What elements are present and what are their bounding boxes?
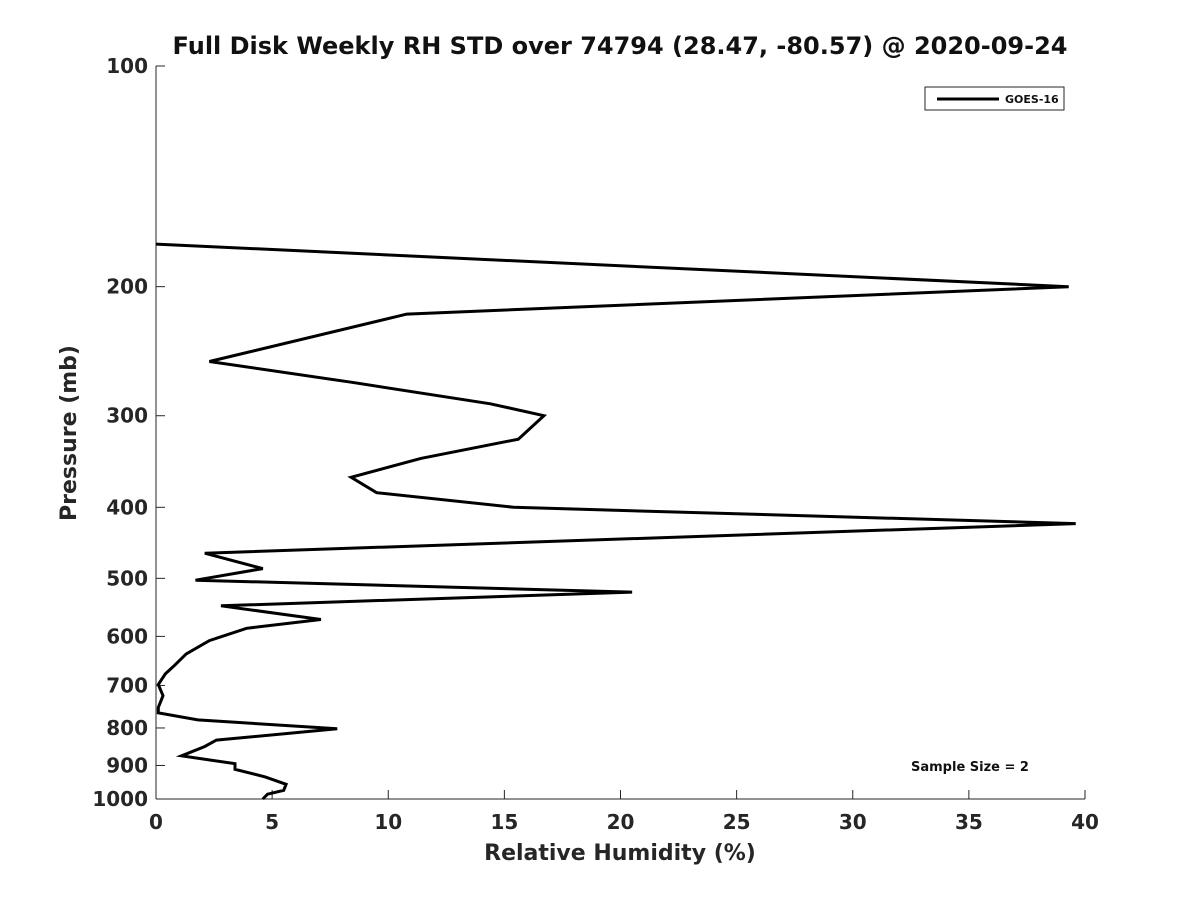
y-tick-label: 500 bbox=[106, 566, 148, 590]
x-axis-label: Relative Humidity (%) bbox=[484, 841, 756, 866]
y-tick-label: 1000 bbox=[92, 787, 148, 811]
x-tick-label: 10 bbox=[374, 810, 402, 834]
y-tick-label: 400 bbox=[106, 495, 148, 519]
legend: GOES-16 bbox=[924, 86, 1065, 111]
sample-size-annotation: Sample Size = 2 bbox=[911, 760, 1029, 775]
x-tick-label: 0 bbox=[149, 810, 163, 834]
y-ticks: 100 200 300 400 500 600 700 800 900 1000 bbox=[92, 54, 165, 811]
y-tick-label: 900 bbox=[106, 753, 148, 777]
plot-area bbox=[156, 66, 1085, 799]
x-tick-label: 35 bbox=[955, 810, 983, 834]
x-tick-label: 40 bbox=[1071, 810, 1099, 834]
x-tick-label: 30 bbox=[839, 810, 867, 834]
legend-label-goes-16: GOES-16 bbox=[1005, 93, 1059, 106]
x-tick-label: 15 bbox=[490, 810, 518, 834]
y-tick-label: 600 bbox=[106, 624, 148, 648]
x-tick-label: 5 bbox=[265, 810, 279, 834]
x-ticks: 0 5 10 15 20 25 30 35 40 bbox=[149, 790, 1099, 834]
y-tick-label: 100 bbox=[106, 54, 148, 78]
x-tick-label: 20 bbox=[607, 810, 635, 834]
y-tick-label: 200 bbox=[106, 275, 148, 299]
series-line-goes-16 bbox=[155, 242, 1076, 801]
x-tick-label: 25 bbox=[723, 810, 751, 834]
y-tick-label: 800 bbox=[106, 716, 148, 740]
y-tick-label: 300 bbox=[106, 404, 148, 428]
y-axis-label: Pressure (mb) bbox=[57, 345, 82, 521]
y-tick-label: 700 bbox=[106, 673, 148, 697]
chart-title: Full Disk Weekly RH STD over 74794 (28.4… bbox=[173, 32, 1068, 60]
